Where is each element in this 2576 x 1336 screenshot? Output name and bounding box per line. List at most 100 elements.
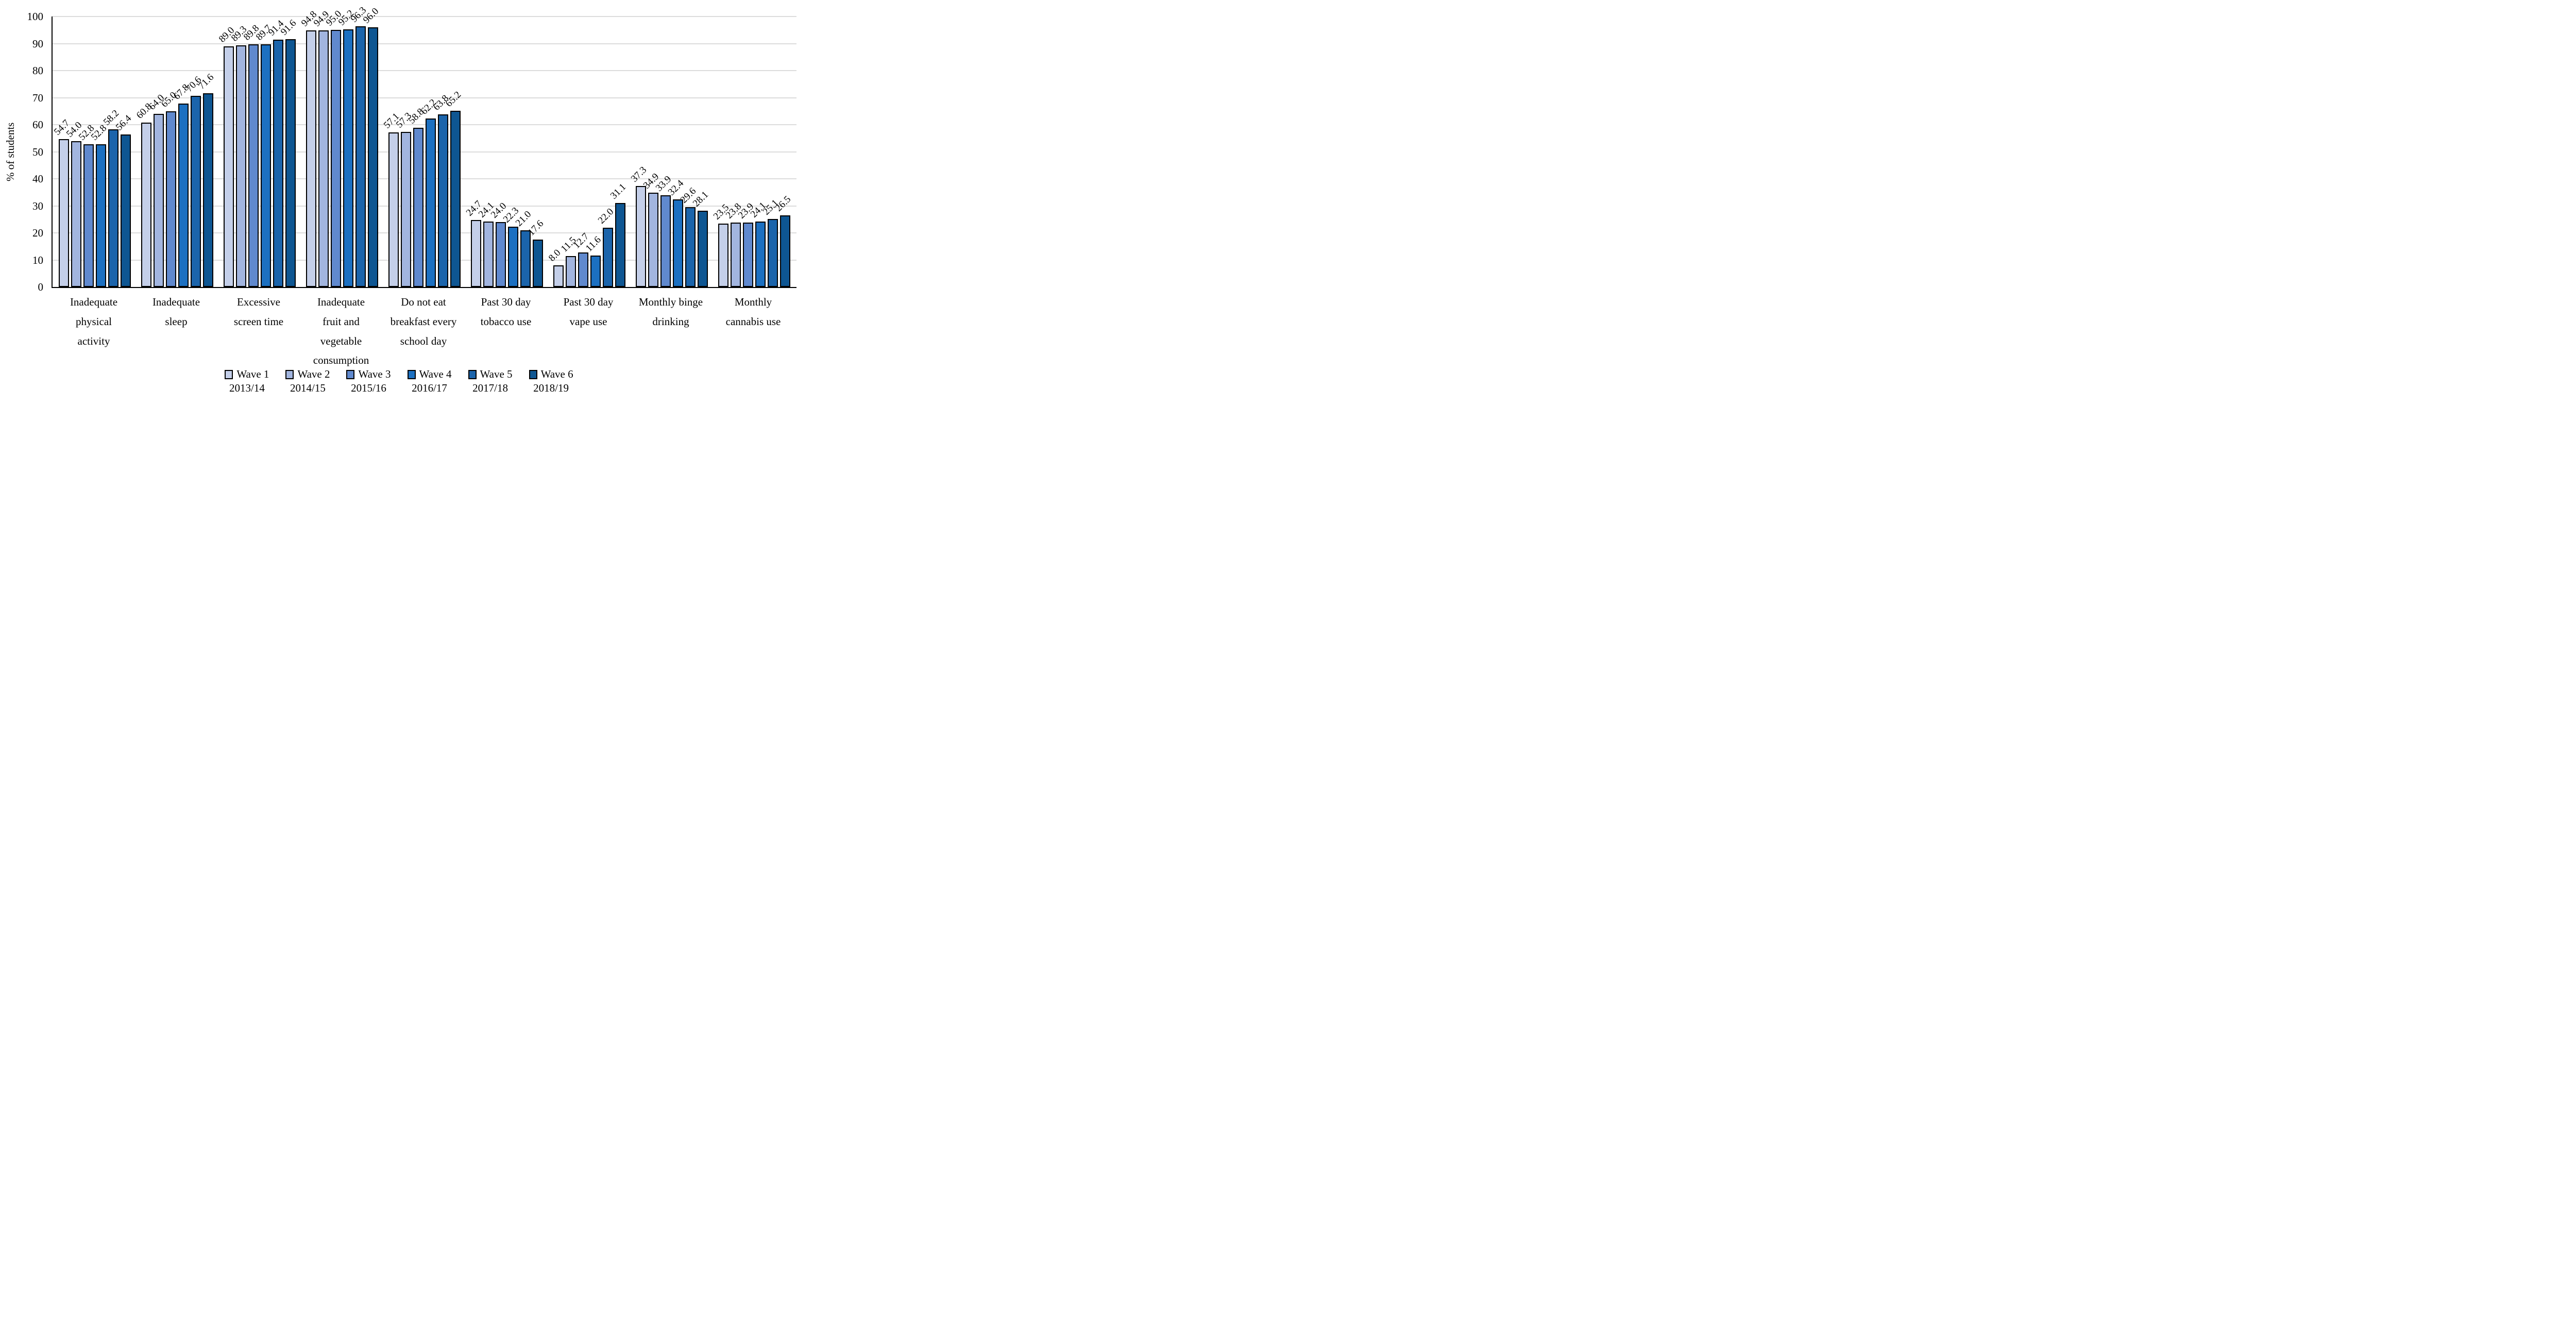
bar-wave-2-cat8: 34.9 [641, 171, 661, 287]
bar-fill [178, 104, 189, 287]
bar-value-label: 65.2 [443, 89, 464, 109]
bar-fill [553, 265, 564, 287]
bar-fill [426, 119, 436, 287]
plot-area: 54.7 54.0 52.8 52.8 58.2 56.4 60.8 64.0 65.0 67.8… [52, 5, 796, 288]
bar-wave-1-cat6: 24.7 [464, 199, 484, 287]
bar-wave-4-cat9: 24.1 [749, 200, 768, 287]
legend-entry: Wave 1 [225, 369, 269, 380]
legend-entry: Wave 2 [285, 369, 330, 380]
bar-wave-5-cat4: 96.3 [349, 5, 368, 287]
bar-fill [343, 29, 353, 287]
bar-wave-6-cat4: 96.0 [361, 6, 381, 287]
legend-label: Wave 5 [480, 368, 513, 380]
bar-fill [355, 26, 366, 287]
bar-wave-5-cat2: 70.6 [184, 75, 204, 287]
bar-fill [59, 139, 69, 287]
bar-value-label: 71.6 [196, 72, 216, 92]
y-tick-label: 10 [32, 253, 43, 266]
category-label-8: Monthly binge drinking [638, 296, 703, 328]
y-tick-label: 100 [27, 10, 44, 23]
category-axis-labels: Inadequate physical activity Inadequate s… [52, 293, 795, 370]
bar-wave-2-cat7: 11.5 [559, 234, 579, 287]
bar-wave-1-cat5: 57.1 [382, 111, 401, 287]
bar-wave-5-cat7: 22.0 [596, 206, 616, 287]
legend-item-wave-5: Wave 5 2017/18 [468, 369, 513, 394]
bar-wave-6-cat5: 65.2 [444, 89, 463, 287]
bar-wave-1-cat9: 23.5 [711, 202, 731, 287]
category-label-1: Inadequate physical activity [70, 296, 118, 347]
legend-entry: Wave 6 [529, 369, 573, 380]
bar-fill [248, 44, 259, 287]
bar-wave-2-cat1: 54.0 [64, 120, 84, 287]
bar-fill [648, 192, 658, 287]
y-tick-label: 70 [32, 91, 43, 104]
bar-fill [71, 141, 81, 287]
bar-fill [331, 30, 341, 287]
legend-swatch [529, 369, 537, 379]
bar-fill [520, 230, 531, 287]
bar-fill [496, 222, 506, 287]
bar-fill [780, 215, 790, 287]
bar-fill [318, 30, 329, 287]
bar-wave-3-cat5: 58.8 [406, 107, 426, 287]
bar-group-4: 94.8 94.9 95.0 95.2 96.3 96.0 [299, 5, 381, 287]
legend-label: Wave 2 [297, 368, 330, 380]
bar-wave-4-cat1: 52.8 [89, 123, 109, 287]
bar-fill [236, 45, 246, 287]
bar-group-3: 89.0 89.3 89.8 89.7 91.4 91.6 [217, 18, 298, 287]
y-tick-label: 60 [32, 119, 43, 131]
bar-fill [261, 44, 271, 287]
legend-year: 2013/14 [229, 382, 265, 394]
bar-fill [368, 27, 378, 287]
legend-swatch [407, 369, 416, 379]
bar-wave-1-cat4: 94.8 [299, 9, 319, 287]
bar-wave-4-cat2: 67.8 [172, 82, 191, 287]
legend: Wave 1 2013/14 Wave 2 2014/15 Wave 3 2015/16 W… [0, 369, 798, 394]
bar-fill [108, 129, 118, 287]
bar-fill [731, 223, 741, 287]
bar-fill [413, 128, 423, 287]
bar-wave-6-cat6: 17.6 [526, 218, 546, 287]
bar-fill [306, 30, 316, 287]
bar-fill [508, 226, 518, 287]
bar-wave-2-cat2: 64.0 [147, 92, 166, 287]
bar-value-label: 91.6 [278, 18, 299, 38]
legend-swatch [468, 369, 477, 379]
bar-wave-3-cat7: 12.7 [571, 231, 591, 287]
bar-wave-1-cat8: 37.3 [629, 165, 649, 287]
bar-wave-6-cat8: 28.1 [691, 190, 710, 287]
category-label-3: Excessive screen time [233, 296, 284, 328]
bar-fill [636, 186, 646, 287]
bar-fill [471, 220, 481, 287]
bar-group-8: 37.3 34.9 33.9 32.4 29.6 28.1 [629, 165, 710, 287]
bar-wave-2-cat4: 94.9 [312, 9, 331, 287]
bar-wave-3-cat9: 23.9 [736, 201, 756, 287]
y-tick-label: 0 [38, 281, 44, 293]
bar-wave-6-cat9: 26.5 [773, 194, 793, 287]
bar-fill [438, 114, 448, 287]
category-label-9: Monthly cannabis use [725, 296, 781, 328]
category-label-6: Past 30 day tobacco use [480, 296, 532, 328]
bar-fill [603, 227, 613, 287]
gridline-60 [53, 124, 796, 125]
legend-swatch [285, 369, 294, 379]
gridline-50 [53, 151, 796, 153]
bar-fill [203, 93, 213, 287]
bar-wave-4-cat4: 95.2 [336, 8, 356, 287]
legend-swatch [346, 369, 355, 379]
bar-group-6: 24.7 24.1 24.0 22.3 21.0 17.6 [464, 199, 546, 287]
bar-fill [121, 134, 131, 287]
bar-fill [590, 256, 601, 287]
bar-fill [673, 199, 683, 287]
bar-fill [566, 256, 576, 287]
bar-fill [285, 39, 296, 287]
y-tick-label: 50 [32, 145, 43, 158]
legend-item-wave-3: Wave 3 2015/16 [346, 369, 391, 394]
legend-item-wave-6: Wave 6 2018/19 [529, 369, 573, 394]
bar-wave-2-cat9: 23.8 [724, 201, 743, 287]
bar-value-label: 8.0 [546, 247, 563, 264]
bar-wave-5-cat5: 63.8 [431, 93, 451, 287]
bar-wave-2-cat3: 89.3 [229, 24, 249, 287]
bar-wave-5-cat1: 58.2 [101, 108, 121, 287]
bar-fill [401, 132, 411, 287]
